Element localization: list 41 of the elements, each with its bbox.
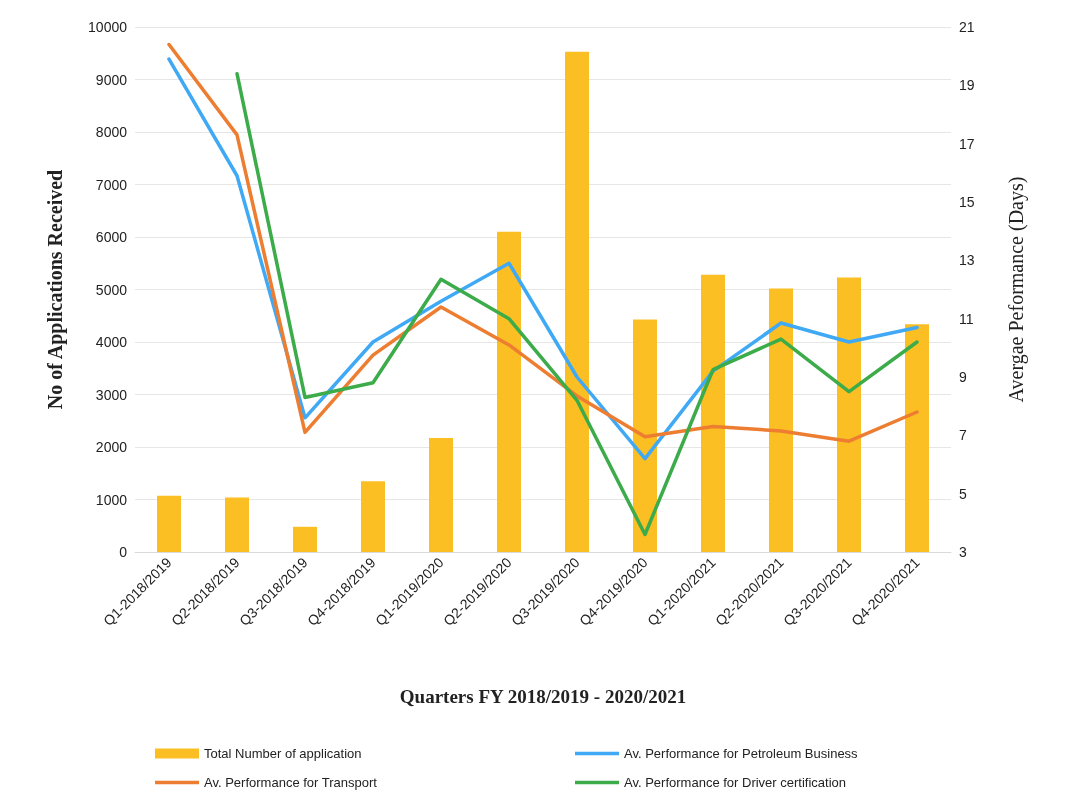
bar (769, 288, 793, 552)
legend-label: Av. Performance for Driver certification (624, 775, 847, 790)
y-tick-label: 7000 (95, 176, 128, 193)
y2-tick-label: 11 (959, 310, 974, 327)
y-tick-label: 0 (119, 544, 128, 560)
y2-axis-title: Avergae Peformance (Days) (1005, 176, 1028, 403)
y-tick-label: 10000 (88, 19, 128, 35)
y-axis-title: No of Applications Received (44, 169, 67, 410)
legend-label: Av. Performance for Petroleum Business (624, 746, 859, 761)
bar (701, 274, 725, 552)
bar (293, 526, 317, 552)
x-axis-title: Quarters FY 2018/2019 - 2020/2021 (399, 686, 687, 707)
y2-tick-label: 3 (959, 544, 967, 560)
y2-tick-label: 19 (959, 77, 975, 94)
bar (633, 319, 657, 552)
y2-tick-label: 13 (959, 252, 975, 269)
legend-label: Total Number of application (204, 746, 362, 761)
bar (837, 277, 861, 552)
y-tick-label: 8000 (95, 124, 128, 140)
legend-label: Av. Performance for Transport (204, 775, 378, 790)
y-tick-label: 6000 (95, 229, 128, 245)
bar (157, 495, 181, 552)
bar (497, 231, 521, 552)
line-series (235, 71, 919, 537)
bar (361, 481, 385, 552)
y-tick-label: 4000 (95, 334, 128, 350)
y2-tick-label: 17 (959, 135, 975, 152)
y-tick-label: 3000 (95, 386, 128, 403)
y2-tick-label: 7 (959, 427, 967, 444)
bar (429, 438, 453, 552)
y-tick-label: 9000 (95, 71, 128, 88)
y2-tick-label: 9 (959, 369, 967, 385)
bar (565, 51, 589, 552)
bar (905, 324, 929, 552)
y2-tick-label: 21 (959, 19, 975, 35)
y2-tick-label: 5 (959, 485, 967, 502)
y-tick-label: 2000 (95, 439, 128, 455)
y-tick-label: 1000 (95, 491, 128, 508)
y-tick-label: 5000 (95, 281, 128, 298)
y2-tick-label: 15 (959, 194, 975, 210)
bar (225, 497, 249, 552)
